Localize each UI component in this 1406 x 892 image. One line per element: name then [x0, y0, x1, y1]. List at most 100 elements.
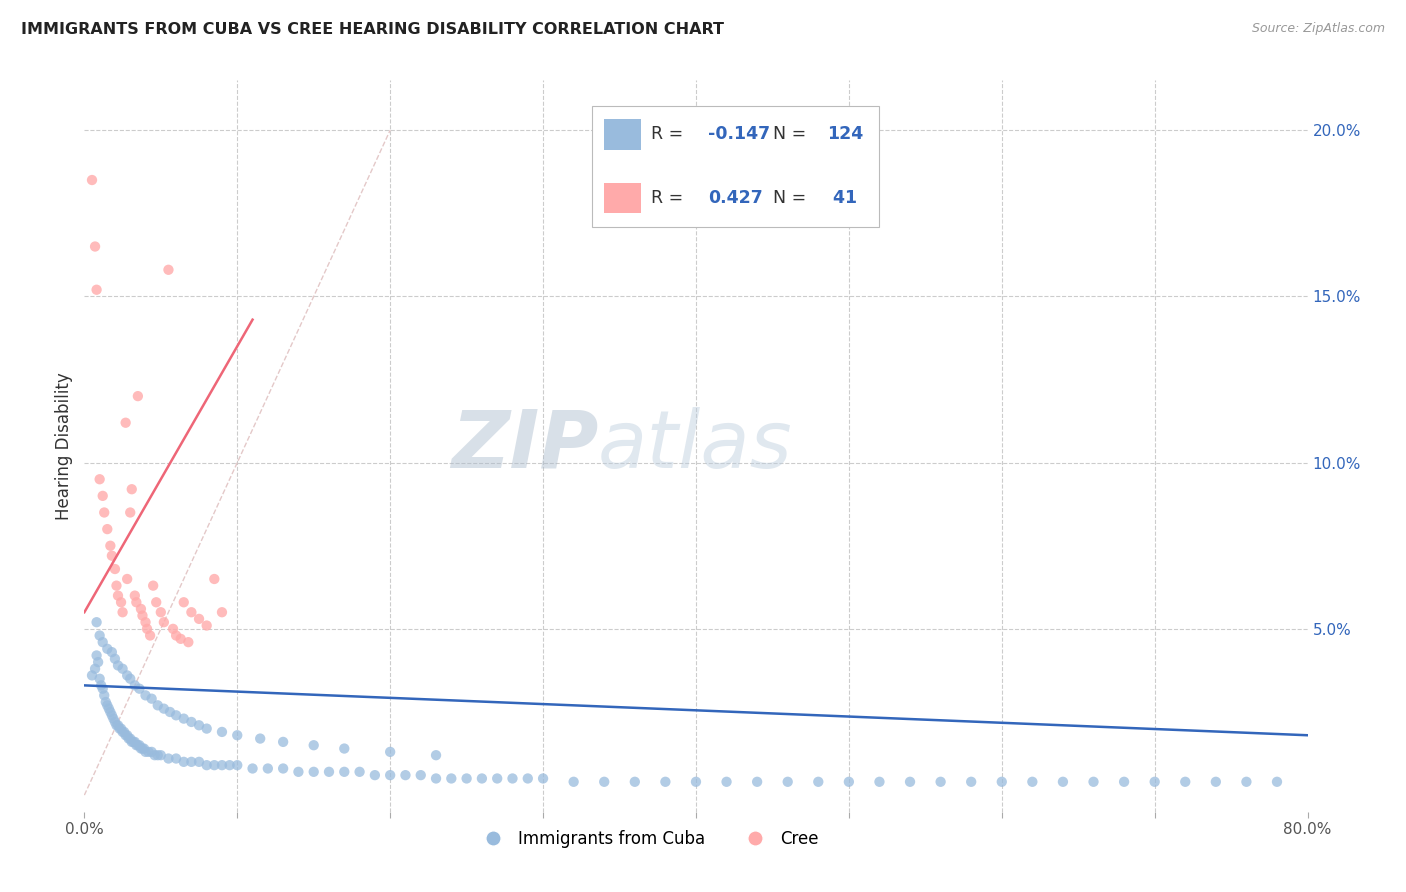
Point [80, 173, 103, 187]
Point [136, 622, 159, 636]
Point [93, 506, 115, 520]
Text: R =: R = [651, 125, 689, 143]
Point [149, 748, 172, 763]
Point [90, 678, 112, 692]
Point [146, 698, 169, 713]
Point [287, 764, 309, 779]
Point [157, 262, 180, 277]
Point [135, 615, 157, 630]
Point [1083, 774, 1105, 789]
Point [87, 655, 110, 669]
Point [349, 764, 371, 779]
Point [249, 731, 271, 746]
Point [153, 615, 176, 630]
Point [115, 668, 138, 682]
Point [170, 632, 193, 646]
Point [271, 735, 294, 749]
Point [104, 652, 127, 666]
Legend: Immigrants from Cuba, Cree: Immigrants from Cuba, Cree [470, 823, 825, 855]
Point [380, 768, 402, 782]
Point [257, 762, 280, 776]
Point [211, 605, 233, 619]
Point [104, 562, 127, 576]
Point [124, 735, 146, 749]
Point [94, 695, 117, 709]
Point [502, 772, 524, 786]
Bar [605, 183, 641, 213]
Point [96, 641, 118, 656]
Point [180, 755, 202, 769]
Point [128, 738, 150, 752]
Point [127, 389, 149, 403]
Point [98, 705, 121, 719]
Point [1143, 774, 1166, 789]
Point [129, 741, 152, 756]
Point [98, 539, 121, 553]
Point [128, 681, 150, 696]
Point [716, 774, 738, 789]
Point [202, 572, 225, 586]
Point [105, 718, 128, 732]
Point [929, 774, 952, 789]
Point [91, 635, 114, 649]
Point [125, 738, 148, 752]
Point [91, 681, 114, 696]
Point [1021, 774, 1043, 789]
Point [120, 731, 142, 746]
Point [157, 751, 180, 765]
Point [122, 735, 145, 749]
Point [107, 658, 129, 673]
Point [242, 762, 264, 776]
Point [624, 774, 647, 789]
Point [188, 718, 211, 732]
Point [115, 728, 138, 742]
Point [226, 728, 249, 742]
Point [456, 772, 478, 786]
Point [111, 725, 134, 739]
Point [89, 672, 111, 686]
Point [101, 708, 124, 723]
Point [131, 741, 153, 756]
Point [114, 416, 136, 430]
Point [180, 605, 202, 619]
Point [101, 645, 124, 659]
Bar [592, 106, 880, 227]
Point [162, 622, 184, 636]
Point [173, 595, 195, 609]
Point [129, 602, 152, 616]
Text: N =: N = [773, 189, 817, 207]
Point [226, 758, 249, 772]
Point [394, 768, 416, 782]
Point [114, 728, 136, 742]
Point [211, 758, 233, 772]
Point [869, 774, 891, 789]
Point [141, 691, 163, 706]
Point [531, 772, 554, 786]
Point [195, 758, 218, 772]
Text: N =: N = [773, 125, 811, 143]
Point [333, 764, 356, 779]
Point [107, 718, 129, 732]
Point [838, 774, 860, 789]
Point [1265, 774, 1288, 789]
Point [333, 741, 356, 756]
Point [440, 772, 463, 786]
Point [188, 612, 211, 626]
Text: Source: ZipAtlas.com: Source: ZipAtlas.com [1251, 22, 1385, 36]
Point [141, 745, 163, 759]
Point [86, 283, 108, 297]
Point [121, 735, 143, 749]
Point [173, 755, 195, 769]
Point [112, 725, 135, 739]
Point [425, 748, 447, 763]
Point [195, 618, 218, 632]
Point [111, 605, 134, 619]
Point [91, 489, 114, 503]
Point [471, 772, 494, 786]
Point [211, 725, 233, 739]
Point [747, 774, 769, 789]
Point [127, 738, 149, 752]
Point [195, 722, 218, 736]
Point [202, 758, 225, 772]
Point [86, 615, 108, 630]
